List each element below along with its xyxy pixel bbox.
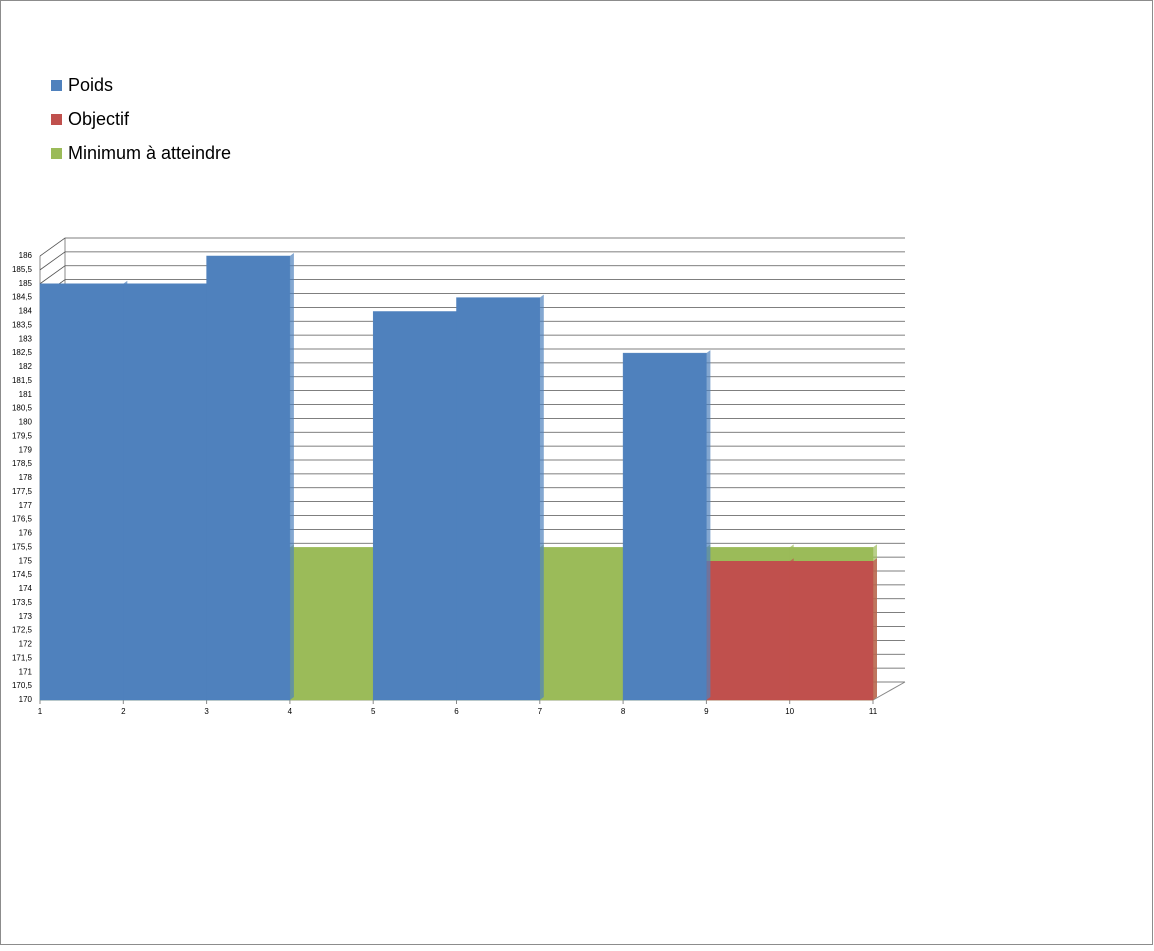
area-step bbox=[123, 283, 207, 701]
y-tick-label: 170,5 bbox=[12, 681, 33, 690]
y-tick-label: 179 bbox=[19, 445, 33, 454]
y-tick-label: 178 bbox=[19, 473, 33, 482]
y-tick-label: 182 bbox=[19, 362, 33, 371]
area-step bbox=[372, 311, 457, 701]
grid-line bbox=[39, 265, 905, 285]
grid-line bbox=[39, 237, 905, 257]
area-step-side bbox=[706, 350, 711, 700]
x-tick-label: 3 bbox=[204, 707, 209, 716]
area-step-side bbox=[539, 294, 544, 700]
y-tick-label: 183,5 bbox=[12, 320, 33, 329]
y-tick-label: 174,5 bbox=[12, 570, 33, 579]
legend-label: Minimum à atteindre bbox=[68, 143, 231, 163]
area-step bbox=[622, 352, 707, 701]
y-tick-label: 178,5 bbox=[12, 459, 33, 468]
y-tick-label: 185 bbox=[19, 279, 33, 288]
x-tick-label: 5 bbox=[371, 707, 376, 716]
legend-label: Objectif bbox=[68, 109, 130, 129]
y-tick-label: 184 bbox=[19, 307, 33, 316]
x-tick-label: 2 bbox=[121, 707, 126, 716]
y-tick-label: 180 bbox=[19, 418, 33, 427]
y-tick-label: 180,5 bbox=[12, 404, 33, 413]
x-tick-label: 7 bbox=[538, 707, 543, 716]
x-tick-label: 10 bbox=[785, 707, 794, 716]
y-tick-label: 173 bbox=[19, 612, 33, 621]
y-tick-label: 174 bbox=[19, 584, 33, 593]
y-tick-label: 181 bbox=[19, 390, 33, 399]
y-tick-label: 181,5 bbox=[12, 376, 33, 385]
y-tick-label: 176,5 bbox=[12, 515, 33, 524]
area-step-side bbox=[873, 558, 877, 700]
y-tick-label: 171,5 bbox=[12, 653, 33, 662]
x-tick-label: 8 bbox=[621, 707, 626, 716]
grid-line bbox=[39, 251, 905, 271]
area-step bbox=[789, 561, 874, 701]
area-step-side bbox=[289, 253, 294, 700]
x-tick-label: 11 bbox=[869, 707, 878, 716]
y-tick-label: 175,5 bbox=[12, 542, 33, 551]
area-step bbox=[706, 561, 790, 701]
y-tick-label: 173,5 bbox=[12, 598, 33, 607]
x-tick-label: 6 bbox=[454, 707, 459, 716]
y-tick-label: 177 bbox=[19, 501, 33, 510]
y-tick-label: 183 bbox=[19, 334, 33, 343]
x-tick-label: 9 bbox=[704, 707, 709, 716]
y-tick-label: 171 bbox=[19, 667, 33, 676]
y-tick-label: 172 bbox=[19, 640, 33, 649]
y-tick-label: 184,5 bbox=[12, 293, 33, 302]
y-tick-label: 186 bbox=[19, 251, 33, 260]
y-tick-label: 170 bbox=[19, 695, 33, 704]
y-tick-label: 179,5 bbox=[12, 431, 33, 440]
legend-label: Poids bbox=[68, 75, 113, 95]
y-tick-label: 185,5 bbox=[12, 265, 33, 274]
y-tick-label: 175 bbox=[19, 556, 33, 565]
area-step bbox=[289, 547, 374, 701]
x-tick-label: 1 bbox=[38, 707, 43, 716]
y-tick-label: 177,5 bbox=[12, 487, 33, 496]
area-step bbox=[206, 255, 291, 701]
area-step bbox=[539, 547, 624, 701]
y-tick-label: 182,5 bbox=[12, 348, 33, 357]
area-step bbox=[39, 283, 124, 701]
y-tick-label: 172,5 bbox=[12, 626, 33, 635]
area-step bbox=[456, 297, 541, 701]
x-tick-label: 4 bbox=[288, 707, 293, 716]
legend-swatch bbox=[51, 80, 62, 91]
y-tick-label: 176 bbox=[19, 529, 33, 538]
legend-swatch bbox=[51, 148, 62, 159]
legend-swatch bbox=[51, 114, 62, 125]
